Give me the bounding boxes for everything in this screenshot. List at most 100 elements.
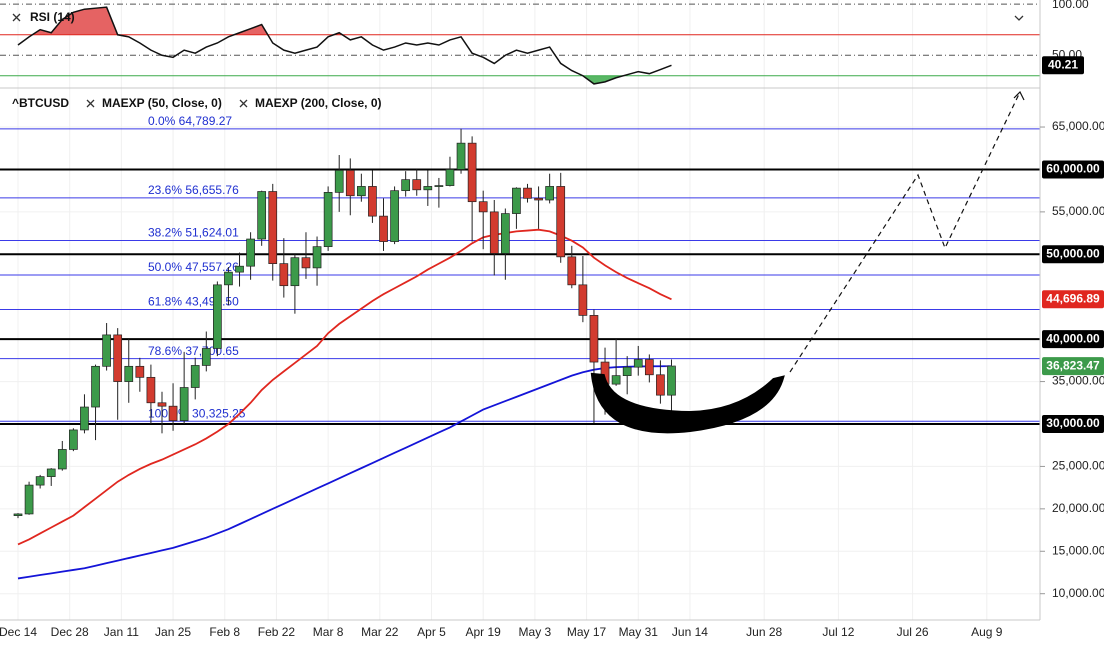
candle-body: [589, 315, 599, 363]
candle-body: [190, 365, 200, 388]
x-tick-label: May 3: [519, 625, 552, 639]
y-tick-label: 55,000.00: [1052, 204, 1104, 218]
candle-body: [445, 169, 455, 186]
y-tick-label: 25,000.00: [1052, 459, 1104, 473]
candle-body: [556, 186, 566, 258]
x-tick-label: Jan 11: [104, 625, 139, 639]
x-tick-label: Mar 8: [313, 625, 344, 639]
candle-body: [357, 186, 366, 197]
candle-body: [390, 190, 399, 242]
candle-body: [312, 246, 322, 269]
collapse-icon[interactable]: [1014, 15, 1024, 21]
level-label: 50,000.00: [1046, 246, 1100, 260]
remove-study-icon[interactable]: [86, 99, 95, 108]
legend: ^BTCUSD MAEXP (50, Close, 0) MAEXP (200,…: [12, 96, 382, 110]
projection-arrow: [1013, 90, 1025, 101]
candle-body: [290, 257, 300, 287]
legend-entry: MAEXP (50, Close, 0): [102, 96, 222, 110]
candle-body: [80, 406, 89, 431]
price-pane: 0.0% 64,789.27 23.6% 56,655.76 38.2% 51,62…: [0, 114, 1040, 580]
candle-body: [323, 192, 333, 248]
candle-body: [135, 365, 145, 378]
candle-body: [656, 374, 665, 396]
candle-body: [523, 187, 532, 199]
fib-label: 50.0% 47,557.26: [148, 260, 239, 274]
y-tick-label: 65,000.00: [1052, 119, 1104, 133]
candle-body: [268, 191, 278, 264]
level-label: 30,000.00: [1046, 416, 1100, 430]
rsi-line: [17, 6, 672, 85]
candle-body: [35, 476, 45, 486]
candle-body: [224, 271, 233, 286]
candle-body: [46, 468, 56, 477]
candle-body: [334, 169, 344, 193]
rsi-value-box: [1042, 56, 1084, 75]
level-label: 60,000.00: [1046, 162, 1100, 176]
rsi-oversold-fill: [582, 75, 624, 84]
level-box: [1042, 245, 1104, 264]
cup-shape: [590, 372, 785, 434]
rsi-title: RSI (14): [30, 10, 75, 24]
candle-body: [235, 265, 244, 273]
rsi-overbought-fill: [32, 7, 343, 35]
level-box: [1042, 330, 1104, 349]
candle-body: [545, 186, 554, 201]
candle-body: [57, 449, 67, 470]
candle-body: [633, 359, 643, 368]
legend-entry: MAEXP (200, Close, 0): [255, 96, 382, 110]
candle-body: [113, 334, 123, 382]
fib-label: 38.2% 51,624.01: [148, 226, 239, 240]
candle-body: [622, 366, 632, 376]
x-tick-label: Aug 9: [971, 625, 1003, 639]
fib-label: 100.0% 30,325.25: [148, 406, 246, 420]
candle-body: [467, 142, 477, 203]
x-tick-label: Dec 28: [51, 625, 89, 639]
rsi-value-label: 40.21: [1048, 57, 1078, 71]
x-tick-label: Jul 12: [822, 625, 854, 639]
last-price-label: 36,823.47: [1046, 358, 1100, 372]
y-tick-label: 35,000.00: [1052, 374, 1104, 388]
level-box: [1042, 415, 1104, 433]
y-tick-label: 10,000.00: [1052, 586, 1104, 600]
candle-body: [91, 365, 100, 408]
x-tick-label: Mar 22: [361, 625, 399, 639]
remove-study-icon[interactable]: [239, 99, 248, 108]
candle-body: [611, 375, 621, 385]
candle-body: [69, 429, 78, 450]
candle-body: [489, 211, 499, 254]
rsi-tick-label: 100.00: [1052, 0, 1089, 11]
candle-body: [13, 513, 23, 516]
projection-path: [789, 91, 1021, 373]
x-tick-label: May 31: [619, 625, 659, 639]
candle-body: [534, 197, 543, 201]
level-box: [1042, 160, 1104, 179]
fib-label: 23.6% 56,655.76: [148, 183, 239, 197]
fib-label: 0.0% 64,789.27: [148, 114, 232, 128]
last-price-box: [1042, 357, 1104, 376]
candle-body: [179, 387, 189, 421]
candle-body: [257, 191, 267, 240]
x-tick-label: Apr 19: [466, 625, 502, 639]
candle-body: [368, 186, 377, 217]
candle-body: [102, 334, 111, 367]
symbol-label: ^BTCUSD: [12, 96, 69, 110]
candle-body: [567, 256, 577, 286]
candle-body: [423, 186, 433, 191]
candle-body: [644, 359, 654, 376]
x-tick-label: Jan 25: [155, 625, 191, 639]
candle-body: [124, 365, 134, 382]
close-icon[interactable]: [12, 13, 21, 22]
candle-body: [512, 187, 521, 214]
candle-body: [578, 284, 588, 316]
candle-body: [146, 376, 156, 404]
x-tick-label: Feb 8: [209, 625, 240, 639]
candle-body: [456, 142, 466, 170]
candle-body: [168, 405, 178, 421]
ma-value-label: 44,696.89: [1046, 291, 1100, 305]
candle-body: [213, 284, 222, 349]
candle-body: [412, 179, 422, 191]
candle-body: [246, 238, 255, 267]
